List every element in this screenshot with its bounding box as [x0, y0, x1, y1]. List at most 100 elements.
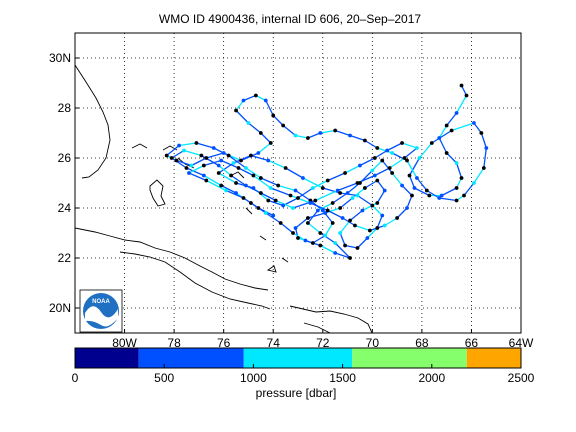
bahamas-small-1: [131, 143, 148, 149]
profile-point: [318, 243, 323, 248]
profile-points: [164, 83, 489, 260]
track-segment: [307, 132, 321, 139]
profile-point: [363, 186, 367, 190]
track-segment: [320, 244, 336, 254]
x-tick-label: 68: [415, 336, 429, 350]
track-segment: [280, 222, 294, 234]
track-segment: [377, 147, 393, 154]
profile-point: [348, 218, 352, 223]
profile-point: [323, 211, 328, 215]
profile-point: [182, 148, 186, 153]
track-segment: [371, 205, 383, 216]
profile-point: [234, 191, 238, 195]
track-segment: [406, 160, 418, 179]
y-tick-label: 20N: [49, 301, 71, 315]
profile-point: [390, 171, 395, 175]
profile-point: [407, 173, 412, 178]
chart-title: WMO ID 4900436, internal ID 606, 20–Sep–…: [159, 12, 421, 26]
profile-point: [325, 178, 330, 183]
profile-point: [358, 163, 362, 168]
track-segment: [483, 147, 487, 169]
profile-point: [268, 186, 273, 190]
y-tick-label: 26: [58, 151, 72, 165]
profile-point: [338, 231, 343, 235]
profile-point: [439, 193, 444, 198]
profile-point: [219, 183, 224, 188]
profile-point: [380, 158, 385, 163]
profile-point: [484, 146, 489, 150]
profile-point: [437, 136, 442, 140]
track-segment: [439, 197, 457, 202]
float-track: [166, 85, 487, 259]
profile-point: [405, 158, 409, 163]
profile-point: [472, 181, 476, 185]
profile-point: [345, 191, 350, 195]
track-segment: [282, 124, 296, 137]
track-segment: [260, 177, 279, 187]
profile-point: [268, 141, 273, 145]
profile-point: [211, 146, 216, 150]
track-segment: [295, 189, 311, 202]
profile-point: [234, 108, 238, 113]
track-segment: [473, 167, 485, 184]
track-segment: [272, 115, 284, 126]
profile-point: [454, 186, 459, 190]
profile-point: [184, 166, 189, 170]
track-segment: [374, 149, 388, 159]
track-segment: [285, 167, 304, 179]
profile-point: [199, 153, 204, 158]
track-segment: [376, 180, 386, 191]
track-segment: [441, 187, 457, 197]
colorbar-bin: [243, 348, 353, 368]
profile-point: [251, 186, 256, 190]
profile-point: [444, 123, 449, 128]
profile-point: [310, 186, 315, 190]
profile-point: [335, 188, 340, 193]
profile-point: [424, 188, 429, 193]
profile-point: [306, 216, 310, 220]
x-tick-label: 72: [316, 336, 330, 350]
track-segment: [188, 164, 205, 174]
track-segment: [319, 232, 336, 244]
colorbar: [74, 347, 522, 369]
track-segment: [176, 159, 192, 167]
track-segment: [203, 159, 222, 167]
track-segment: [302, 177, 324, 189]
profile-point: [241, 196, 246, 200]
profile-point: [293, 133, 298, 138]
profile-point: [281, 203, 286, 208]
track-segment: [312, 234, 326, 244]
profile-point: [343, 243, 347, 248]
track-segment: [317, 202, 333, 212]
profile-point: [216, 171, 221, 175]
profile-point: [313, 198, 318, 203]
track-segment: [431, 129, 452, 144]
track-segment: [248, 122, 262, 134]
track-segment: [206, 179, 227, 192]
track-segment: [366, 227, 378, 239]
track-segment: [354, 224, 371, 232]
profile-point: [236, 166, 241, 170]
track-segment: [324, 222, 334, 236]
track-segment: [473, 122, 482, 134]
profile-point: [348, 133, 352, 138]
profile-point: [164, 153, 169, 158]
track-segment: [408, 157, 420, 176]
colorbar-ticks: 0 500 1000 1500 2000 2500: [72, 364, 535, 385]
track-segment: [218, 172, 237, 184]
profile-point: [253, 93, 258, 98]
profile-point: [330, 221, 335, 225]
profile-point: [405, 206, 409, 210]
track-segment: [359, 157, 376, 167]
profile-point: [459, 176, 464, 180]
track-segment: [446, 112, 458, 126]
profile-point: [380, 213, 385, 218]
profile-point: [355, 193, 360, 198]
profile-point: [187, 171, 191, 175]
track-segment: [416, 177, 428, 191]
profile-point: [310, 241, 315, 245]
profile-point: [296, 236, 300, 240]
colorbar-label: pressure [dbar]: [256, 386, 337, 400]
profile-point: [415, 176, 419, 180]
track-segment: [332, 192, 348, 204]
